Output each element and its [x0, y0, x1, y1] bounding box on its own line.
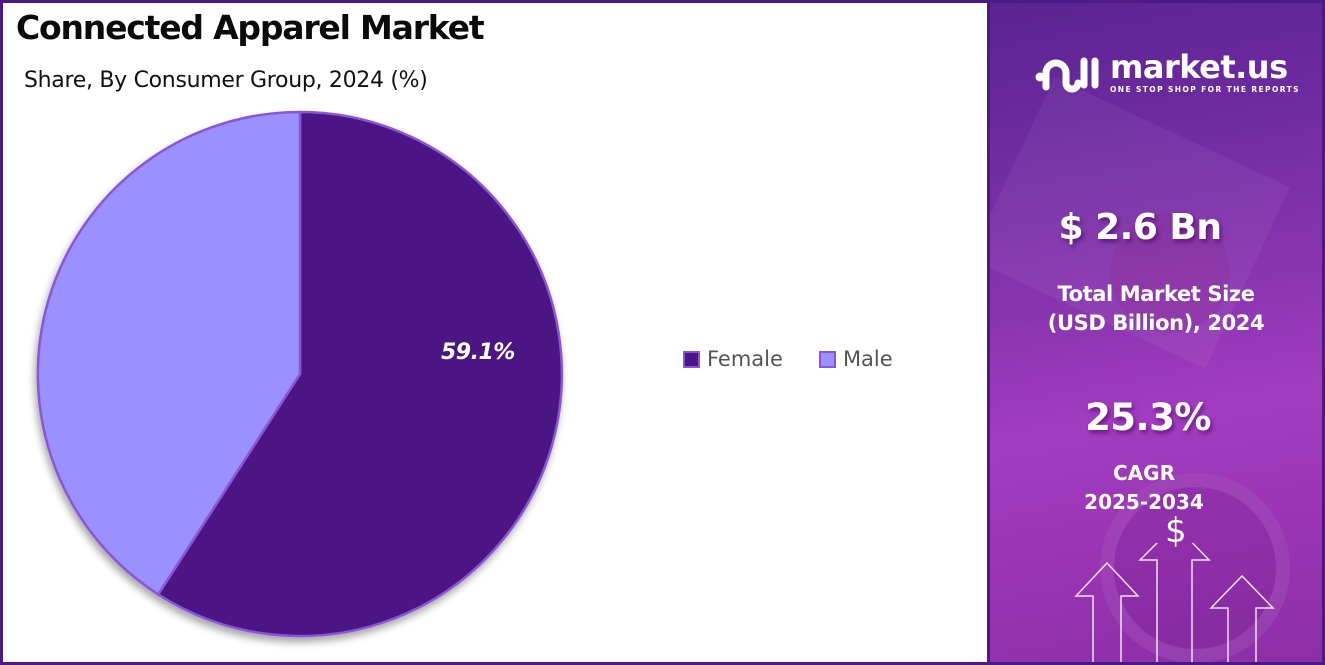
cagr-value: 25.3%: [1085, 396, 1211, 439]
dollar-icon: $: [1165, 511, 1187, 551]
stats-sidebar: market.us ONE STOP SHOP FOR THE REPORTS …: [987, 3, 1322, 662]
pie-label-female: 59.1%: [441, 340, 515, 365]
chart-subtitle: Share, By Consumer Group, 2024 (%): [24, 68, 428, 93]
cagr-label: CAGR 2025-2034: [990, 459, 1310, 517]
logo-mark-icon: [1035, 57, 1099, 93]
legend-swatch-female: [683, 350, 700, 368]
logo-name: market.us: [1110, 48, 1288, 86]
pie-chart: [30, 104, 575, 649]
chart-title: Connected Apparel Market: [16, 8, 485, 47]
legend-swatch-male: [818, 350, 836, 368]
legend-label-male: Male: [842, 347, 893, 371]
chart-legend: Female Male: [683, 347, 929, 371]
pie-slice-female[interactable]: [156, 110, 564, 638]
market-size-label: Total Market Size (USD Billion), 2024: [990, 280, 1322, 338]
legend-label-female: Female: [707, 347, 783, 371]
legend-item-female[interactable]: Female: [683, 347, 783, 371]
market-size-label-line2: (USD Billion), 2024: [1047, 311, 1265, 335]
cagr-label-line1: CAGR: [1113, 461, 1175, 485]
logo-tagline: ONE STOP SHOP FOR THE REPORTS: [1110, 85, 1300, 94]
market-size-label-line1: Total Market Size: [1057, 282, 1255, 306]
background-pie-image: [1110, 213, 1230, 333]
market-size-value: $ 2.6 Bn: [1058, 207, 1222, 248]
pie-slice-male[interactable]: [36, 110, 302, 596]
chart-panel: Connected Apparel Market Share, By Consu…: [16, 8, 929, 649]
market-us-logo[interactable]: market.us ONE STOP SHOP FOR THE REPORTS: [1034, 51, 1300, 95]
legend-item-male[interactable]: Male: [818, 347, 893, 371]
cagr-label-line2: 2025-2034: [1084, 490, 1204, 514]
growth-arrows-icon: [1074, 543, 1275, 662]
